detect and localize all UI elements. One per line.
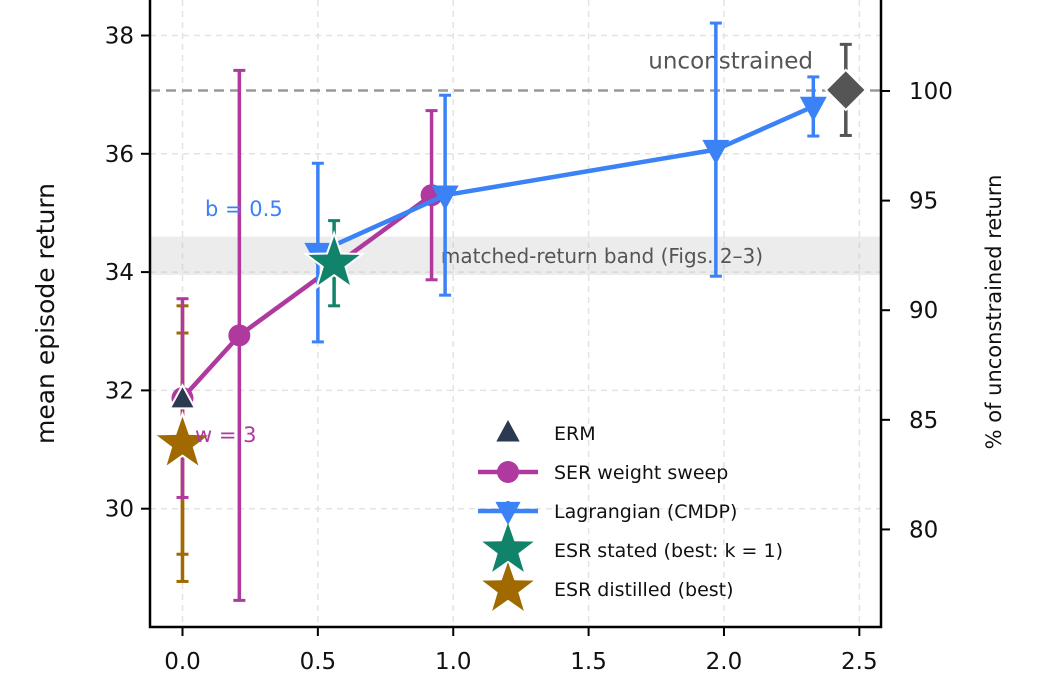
y-tick-label: 36 — [105, 142, 134, 168]
annotation-ser: w = 3 — [195, 423, 256, 447]
legend-item-2: Lagrangian (CMDP) — [478, 501, 737, 525]
axes: 0.0 0.5 1.0 1.5 2.0 2.5 30 32 34 36 38 80 85 90 95 100 m… — [31, 0, 1006, 675]
legend-item-0: ERM — [496, 420, 596, 445]
x-tick-label: 0.0 — [164, 649, 201, 675]
lagrangian-point-3 — [799, 96, 827, 122]
legend-label: ESR distilled (best) — [554, 579, 734, 601]
y-right-tick-label: 95 — [909, 189, 938, 215]
y-right-tick-label: 80 — [909, 517, 938, 543]
band-rect — [150, 236, 881, 276]
x-tick-label: 1.0 — [435, 649, 472, 675]
annotations: b = 0.5 w = 3 — [195, 197, 283, 447]
legend-item-3: ESR stated (best: k = 1) — [482, 523, 783, 572]
legend-item-4: ESR distilled (best) — [482, 562, 734, 611]
band-label: matched-return band (Figs. 2–3) — [441, 244, 763, 268]
x-tick-label: 2.0 — [706, 649, 743, 675]
legend-label: Lagrangian (CMDP) — [554, 501, 737, 523]
series-group — [151, 21, 868, 602]
matched-return-band: matched-return band (Figs. 2–3) — [150, 236, 881, 276]
legend-marker — [482, 523, 534, 572]
legend-marker — [482, 562, 534, 611]
y-tick-label: 34 — [105, 260, 134, 286]
lagrangian-line — [316, 104, 815, 255]
series-lagrangian — [304, 21, 827, 344]
esr-distilled-point-0 — [151, 410, 214, 471]
legend-marker — [495, 501, 521, 525]
x-tick-label: 2.5 — [841, 649, 878, 675]
y-tick-label: 32 — [105, 378, 134, 404]
plot-background — [150, 0, 881, 627]
legend-marker — [497, 461, 519, 483]
unconstrained-reference: unconstrained — [150, 49, 881, 92]
grid — [150, 0, 881, 627]
x-tick-label: 1.5 — [570, 649, 607, 675]
unconstrained-point-0 — [824, 68, 868, 112]
y-axis-label: mean episode return — [31, 183, 60, 444]
y-right-tick-label: 90 — [909, 298, 938, 324]
y-tick-label: 30 — [105, 497, 134, 523]
legend: ERM SER weight sweep Lagrangian (CMDP) ESR … — [478, 420, 783, 611]
legend-label: SER weight sweep — [554, 462, 728, 484]
legend-label: ERM — [554, 423, 596, 445]
lagrangian-point-2 — [702, 139, 730, 165]
y-right-axis-label: % of unconstrained return — [982, 175, 1006, 450]
axes-frame — [148, 0, 883, 629]
erm-point-0 — [168, 383, 197, 410]
legend-item-1: SER weight sweep — [478, 461, 728, 484]
legend-marker — [496, 420, 520, 442]
x-tick-label: 0.5 — [300, 649, 337, 675]
legend-label: ESR stated (best: k = 1) — [554, 540, 783, 562]
annotation-lagrangian: b = 0.5 — [205, 197, 283, 221]
ser-point-1 — [228, 324, 251, 347]
y-right-tick-label: 100 — [909, 79, 953, 105]
lagrangian-point-1 — [431, 185, 459, 211]
reference-label: unconstrained — [648, 49, 813, 75]
y-tick-label: 38 — [105, 23, 134, 49]
y-right-tick-label: 85 — [909, 408, 938, 434]
esr-stated-point-0 — [302, 230, 366, 290]
